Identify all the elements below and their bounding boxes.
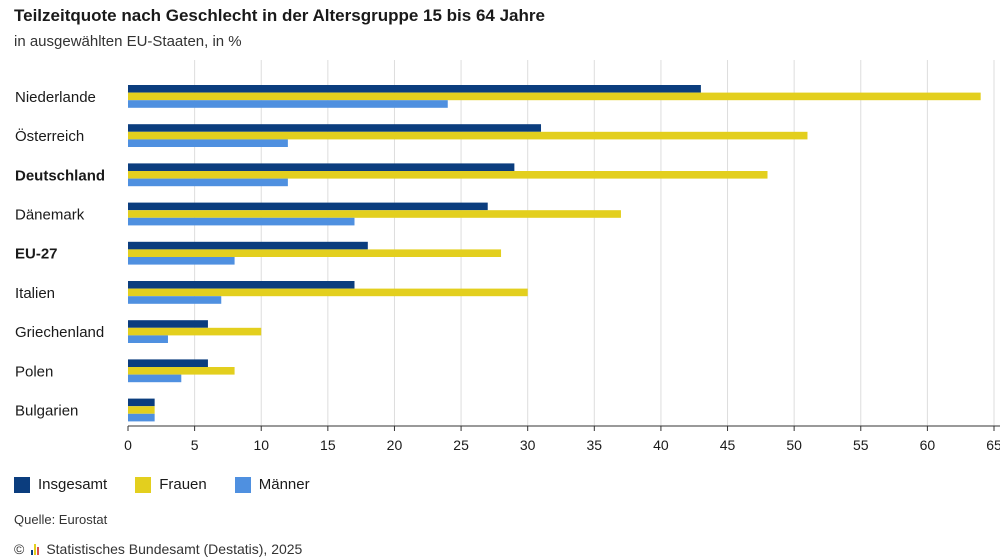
category-label-niederlande: Niederlande — [15, 89, 96, 106]
legend-label-maenner: Männer — [258, 476, 310, 493]
bar-maenner-dänemark — [128, 217, 355, 226]
x-tick-label-45: 45 — [720, 437, 736, 453]
bar-frauen-niederlande — [128, 92, 981, 101]
bar-maenner-eu-27 — [128, 257, 235, 265]
legend-swatch-maenner — [234, 476, 251, 493]
bar-maenner-griechenland — [128, 335, 168, 343]
copyright-line: © Statistisches Bundesamt (Destatis), 20… — [14, 541, 302, 557]
x-tick-label-65: 65 — [986, 437, 1000, 453]
legend-swatch-frauen — [135, 476, 152, 493]
category-label-griechenland: Griechenland — [15, 324, 104, 341]
bar-maenner-deutschland — [128, 178, 288, 187]
legend: Insgesamt Frauen Männer — [14, 476, 310, 493]
bar-frauen-deutschland — [128, 171, 768, 179]
bar-frauen-eu-27 — [128, 249, 502, 257]
legend-label-insgesamt: Insgesamt — [38, 476, 108, 493]
chart-subtitle: in ausgewählten EU-Staaten, in % — [14, 33, 242, 50]
category-label-eu-27: EU-27 — [15, 246, 58, 263]
x-tick-label-20: 20 — [387, 437, 403, 453]
category-label-italien: Italien — [15, 285, 55, 302]
bar-insgesamt-niederlande — [128, 85, 701, 93]
x-tick-label-5: 5 — [191, 437, 199, 453]
x-tick-label-35: 35 — [587, 437, 603, 453]
legend-swatch-insgesamt — [14, 476, 30, 493]
category-label-deutschland: Deutschland — [15, 167, 105, 184]
category-label-bulgarien: Bulgarien — [15, 403, 78, 420]
bar-frauen-polen — [128, 367, 235, 375]
x-tick-label-40: 40 — [653, 437, 669, 453]
category-label-österreich: Österreich — [15, 127, 84, 145]
bar-insgesamt-eu-27 — [128, 241, 368, 250]
destatis-logo-icon — [31, 543, 40, 555]
bar-maenner-polen — [128, 374, 182, 383]
bar-maenner-österreich — [128, 139, 288, 147]
x-tick-label-60: 60 — [920, 437, 936, 453]
bar-insgesamt-italien — [128, 281, 355, 289]
bar-maenner-italien — [128, 296, 222, 304]
bar-insgesamt-polen — [128, 359, 208, 367]
bar-maenner-bulgarien — [128, 413, 155, 422]
legend-item-frauen: Frauen — [135, 476, 207, 493]
x-tick-label-15: 15 — [320, 437, 336, 453]
bar-frauen-italien — [128, 288, 528, 297]
source-note: Quelle: Eurostat — [14, 512, 108, 527]
x-tick-label-30: 30 — [520, 437, 536, 453]
x-tick-label-55: 55 — [853, 437, 869, 453]
legend-item-maenner: Männer — [234, 476, 310, 493]
bar-insgesamt-dänemark — [128, 202, 488, 211]
bar-insgesamt-österreich — [128, 124, 542, 132]
category-label-polen: Polen — [15, 363, 53, 380]
bar-maenner-niederlande — [128, 100, 448, 108]
bar-frauen-bulgarien — [128, 406, 155, 414]
copyright-text: Statistisches Bundesamt (Destatis), 2025 — [46, 541, 303, 557]
category-label-dänemark: Dänemark — [15, 207, 85, 224]
legend-item-insgesamt: Insgesamt — [14, 476, 107, 493]
x-tick-label-10: 10 — [253, 437, 269, 453]
bar-insgesamt-griechenland — [128, 320, 208, 328]
bar-frauen-griechenland — [128, 327, 262, 336]
x-tick-label-0: 0 — [124, 437, 132, 453]
bar-frauen-österreich — [128, 131, 808, 140]
bar-frauen-dänemark — [128, 210, 621, 218]
copyright-symbol: © — [14, 541, 25, 557]
chart-title: Teilzeitquote nach Geschlecht in der Alt… — [14, 6, 545, 25]
bar-chart: Niederlande Österreich Deutschland Dänemark… — [15, 60, 1000, 453]
x-tick-label-50: 50 — [786, 437, 802, 453]
bar-insgesamt-bulgarien — [128, 398, 155, 407]
bar-insgesamt-deutschland — [128, 163, 515, 171]
legend-label-frauen: Frauen — [159, 476, 207, 493]
x-tick-label-25: 25 — [453, 437, 469, 453]
